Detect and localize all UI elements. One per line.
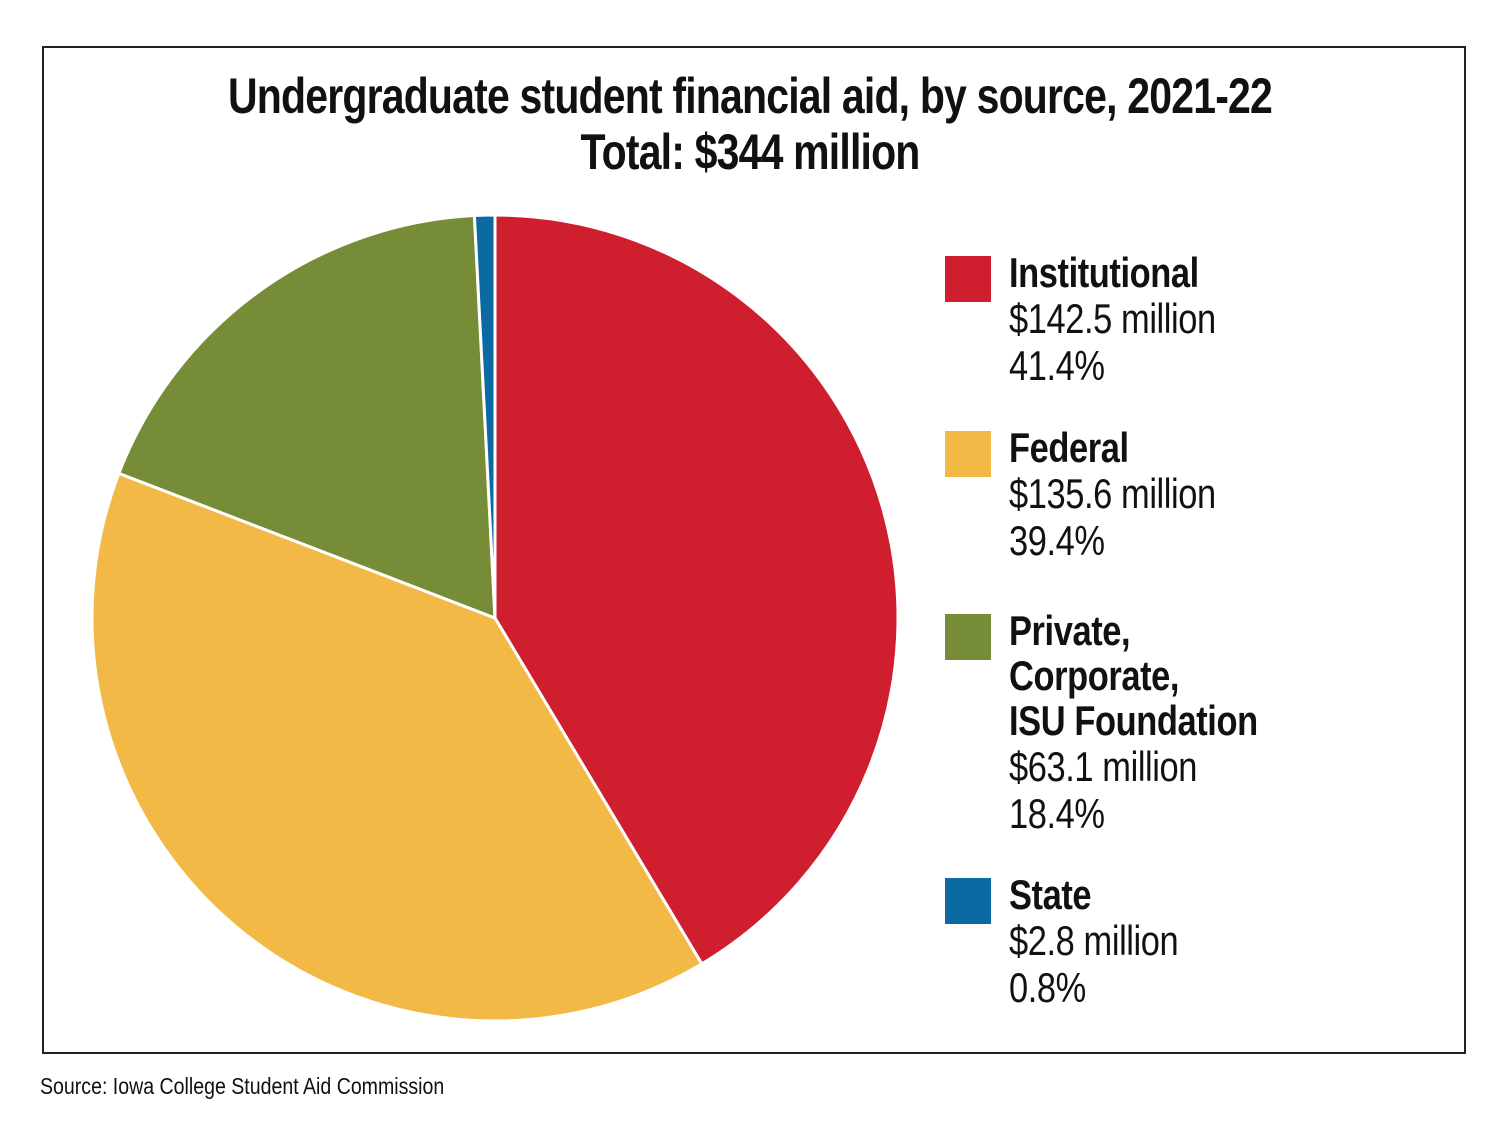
legend-label-private-line1: Private, [1009,607,1131,654]
legend-value-private: $63.1 million [1009,743,1198,790]
pie-slice-federal [90,471,704,1023]
chart-title: Undergraduate student financial aid, by … [227,68,1273,124]
legend-text-federal: Federal $135.6 million 39.4% [1009,425,1370,564]
pie-slice-state [472,213,497,620]
chart-frame [42,46,1466,1054]
legend-pct-state: 0.8% [1009,964,1086,1011]
legend-text-state: State $2.8 million 0.8% [1009,872,1370,1011]
chart-title-block: Undergraduate student financial aid, by … [135,68,1365,180]
source-note: Source: Iowa College Student Aid Commiss… [40,1073,445,1099]
legend-text-private: Private, Corporate, ISU Foundation $63.1… [1009,608,1370,837]
pie-slice-institutional [493,213,900,966]
legend-label-federal: Federal [1009,424,1129,471]
pie-slice-private [117,214,497,620]
legend-label-institutional: Institutional [1009,249,1199,296]
legend-value-state: $2.8 million [1009,917,1179,964]
legend-pct-institutional: 41.4% [1009,342,1105,389]
legend-value-federal: $135.6 million [1009,470,1216,517]
legend-pct-private: 18.4% [1009,790,1105,837]
chart-subtitle: Total: $344 million [580,124,920,180]
legend-text-institutional: Institutional $142.5 million 41.4% [1009,250,1370,389]
legend-pct-federal: 39.4% [1009,517,1105,564]
legend-value-institutional: $142.5 million [1009,295,1216,342]
legend-swatch-private [945,614,991,660]
legend-label-state: State [1009,871,1092,918]
legend-swatch-federal [945,431,991,477]
legend-label-private-line2: Corporate, [1009,652,1180,699]
legend-swatch-state [945,878,991,924]
legend-label-private-line3: ISU Foundation [1009,697,1258,744]
legend-swatch-institutional [945,256,991,302]
